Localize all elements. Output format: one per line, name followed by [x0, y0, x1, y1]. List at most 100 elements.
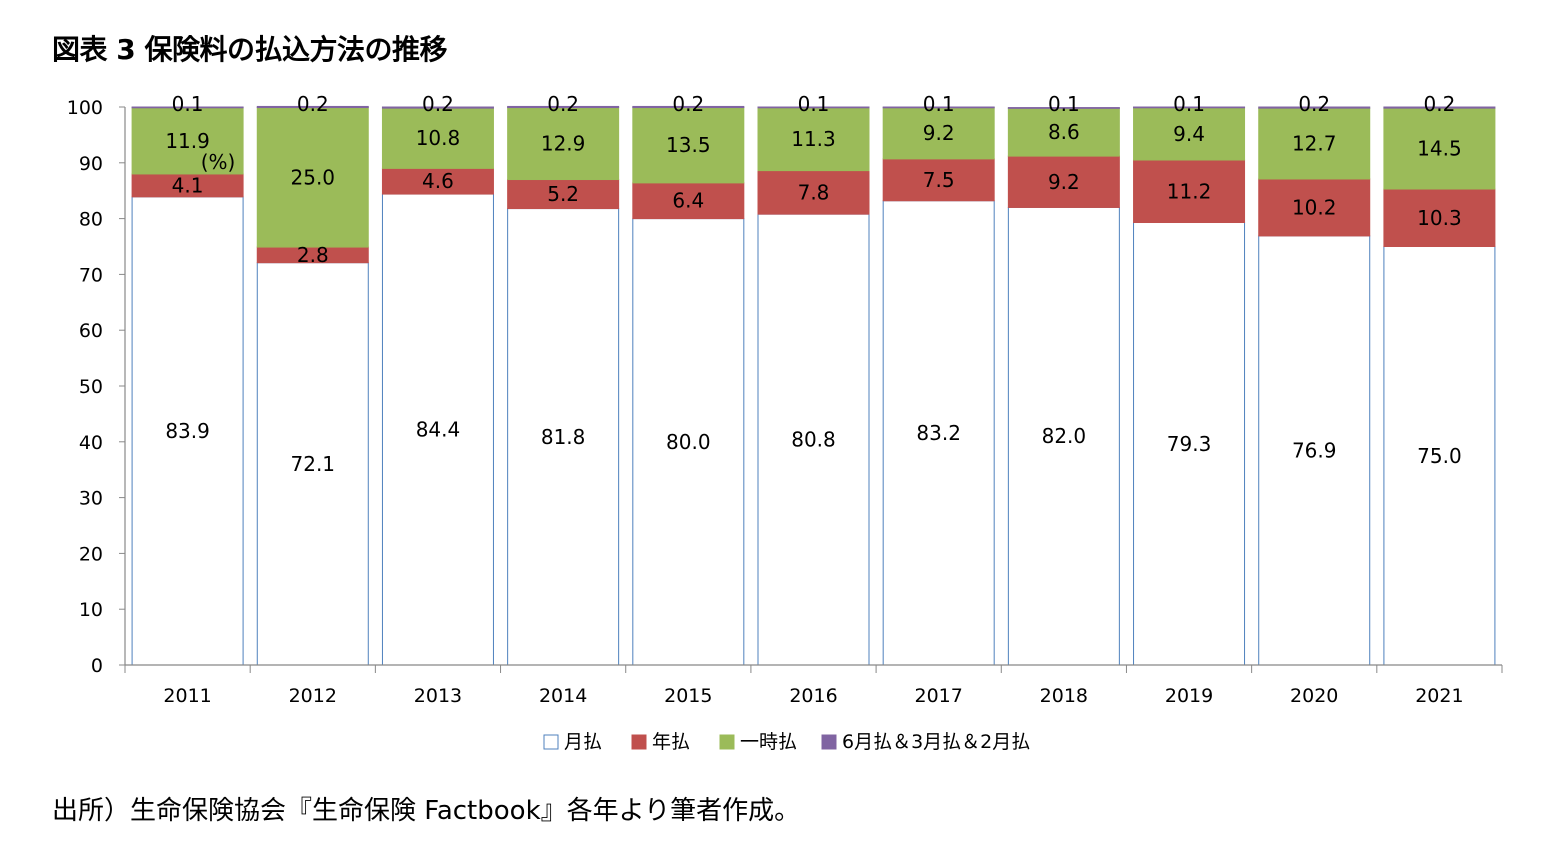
stacked-bar-chart: 0 10 20 30 40 50 60 70 80 90 100 2011 2012 2013 2014 20… [67, 92, 1503, 753]
data-label-2019-series-0: 79.3 [1167, 432, 1212, 456]
y-tick-label: 60 [79, 320, 103, 342]
bar-2020-series-3 [1258, 106, 1371, 109]
y-tick-label: 40 [79, 432, 103, 454]
bar-2019-series-0 [1133, 222, 1246, 666]
legend-swatch-1 [631, 734, 647, 750]
y-tick-label: 0 [91, 655, 103, 677]
data-label-2015-series-2: 13.5 [666, 133, 711, 157]
y-tick-label: 100 [67, 97, 103, 119]
data-label-2018-series-0: 82.0 [1042, 424, 1087, 448]
legend: 月払 年払 一時払 6月払＆3月払＆2月払 [543, 731, 1030, 753]
bar-2011-series-0 [131, 196, 244, 666]
data-label-2020-series-1: 10.2 [1292, 195, 1337, 219]
bar-2015-series-3 [632, 105, 745, 109]
bar-2015-series-0 [632, 218, 745, 666]
legend-label-2: 一時払 [740, 731, 797, 753]
legend-label-3: 6月払＆3月払＆2月払 [842, 731, 1030, 753]
bar-2015-series-1 [632, 182, 745, 220]
data-label-2016-series-3: 0.1 [798, 92, 830, 116]
bar-2021-series-2 [1383, 107, 1496, 190]
bar-2018-series-0 [1007, 206, 1120, 666]
x-tick-label: 2014 [539, 685, 587, 707]
x-tick-label: 2017 [915, 685, 963, 707]
data-label-2012-series-0: 72.1 [291, 452, 336, 476]
data-label-2017-series-3: 0.1 [923, 92, 955, 116]
axes-layer: 0 10 20 30 40 50 60 70 80 90 100 2011 2012 2013 2014 20… [67, 97, 1503, 707]
bar-2014-series-2 [507, 107, 620, 181]
bar-2018-series-2 [1007, 107, 1120, 157]
data-label-2011-series-3: 0.1 [172, 92, 204, 116]
data-label-2013-series-3: 0.2 [422, 92, 454, 116]
data-labels-layer: 83.9 4.1 11.9 0.1 72.1 2.8 25.0 0.2 84.4 4.6 10.8 0… [165, 92, 1461, 476]
bar-2019-series-2 [1133, 107, 1246, 161]
bar-2015-series-2 [632, 107, 745, 184]
data-label-2021-series-1: 10.3 [1417, 206, 1462, 230]
data-label-2015-series-3: 0.2 [672, 92, 704, 116]
legend-label-1: 年払 [652, 731, 690, 753]
y-tick-label: 50 [79, 376, 103, 398]
bar-2013-series-2 [381, 107, 494, 169]
bar-2017-series-0 [882, 200, 995, 666]
bar-2011-series-3 [131, 106, 244, 109]
data-label-2019-series-3: 0.1 [1173, 92, 1205, 116]
bar-2021-series-1 [1383, 188, 1496, 247]
legend-label-0: 月払 [564, 731, 602, 753]
data-label-2015-series-0: 80.0 [666, 430, 711, 454]
bar-2012-series-3 [256, 105, 369, 109]
x-tick-label: 2012 [289, 685, 337, 707]
y-tick-label: 10 [79, 599, 103, 621]
data-label-2017-series-2: 9.2 [923, 121, 955, 145]
bar-2019-series-3 [1133, 106, 1246, 109]
bar-2017-series-3 [882, 106, 995, 109]
data-label-2011-series-0: 83.9 [165, 419, 210, 443]
data-label-2011-series-2: 11.9 [165, 129, 210, 153]
data-label-2013-series-0: 84.4 [416, 418, 461, 442]
x-tick-label: 2020 [1290, 685, 1338, 707]
data-label-2020-series-0: 76.9 [1292, 438, 1337, 462]
data-label-2011-series-1: 4.1 [172, 173, 204, 197]
x-tick-label: 2021 [1415, 685, 1463, 707]
bar-2018-series-1 [1007, 155, 1120, 208]
data-label-2018-series-3: 0.1 [1048, 92, 1080, 116]
data-label-2021-series-2: 14.5 [1417, 137, 1462, 161]
data-label-2020-series-3: 0.2 [1298, 92, 1330, 116]
bar-2011-series-2 [131, 107, 244, 175]
bar-2021-series-0 [1383, 246, 1496, 666]
bar-2016-series-3 [757, 106, 870, 109]
data-label-2013-series-2: 10.8 [416, 126, 461, 150]
data-label-2021-series-3: 0.2 [1424, 92, 1456, 116]
data-label-2018-series-2: 8.6 [1048, 120, 1080, 144]
data-label-2019-series-1: 11.2 [1167, 179, 1212, 203]
data-label-2018-series-1: 9.2 [1048, 170, 1080, 194]
bar-2014-series-1 [507, 179, 620, 210]
bar-2020-series-0 [1258, 235, 1371, 666]
data-label-2017-series-0: 83.2 [916, 421, 961, 445]
data-label-2013-series-1: 4.6 [422, 169, 454, 193]
data-label-2014-series-0: 81.8 [541, 425, 586, 449]
y-tick-label: 80 [79, 209, 103, 231]
bar-2013-series-3 [381, 106, 494, 109]
unit-label: (%) [201, 150, 236, 174]
data-label-2020-series-2: 12.7 [1292, 132, 1337, 156]
bar-2020-series-1 [1258, 178, 1371, 237]
data-label-2012-series-2: 25.0 [291, 165, 336, 189]
bar-2012-series-0 [256, 262, 369, 666]
y-tick-label: 70 [79, 264, 103, 286]
bars-layer [131, 105, 1496, 666]
data-label-2012-series-3: 0.2 [297, 92, 329, 116]
x-tick-label: 2016 [789, 685, 837, 707]
data-label-2014-series-2: 12.9 [541, 132, 586, 156]
x-tick-label: 2019 [1165, 685, 1213, 707]
data-label-2014-series-1: 5.2 [547, 182, 579, 206]
bar-2012-series-2 [256, 107, 369, 248]
bar-2018-series-3 [1007, 107, 1120, 109]
data-label-2019-series-2: 9.4 [1173, 122, 1205, 146]
page-title: 図表 3 保険料の払込方法の推移 [52, 33, 447, 66]
bar-2014-series-3 [507, 105, 620, 109]
bar-2020-series-2 [1258, 107, 1371, 180]
legend-swatch-0 [543, 734, 559, 750]
y-tick-label: 90 [79, 153, 103, 175]
data-label-2015-series-1: 6.4 [672, 189, 704, 213]
x-tick-label: 2018 [1040, 685, 1088, 707]
bar-2017-series-2 [882, 107, 995, 160]
